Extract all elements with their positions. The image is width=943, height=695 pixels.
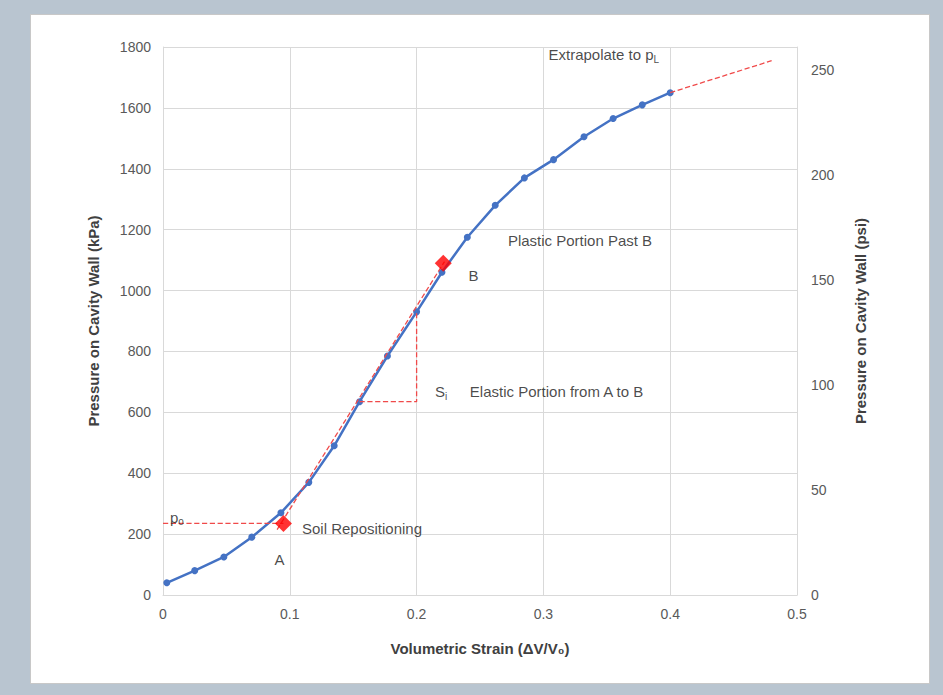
svg-text:Elastic Portion from A to B: Elastic Portion from A to B [470, 383, 643, 400]
svg-text:0.4: 0.4 [660, 606, 680, 622]
svg-text:i: i [445, 391, 447, 402]
svg-text:1200: 1200 [120, 222, 151, 238]
svg-text:100: 100 [811, 377, 835, 393]
svg-text:p: p [170, 509, 178, 526]
svg-text:150: 150 [811, 272, 835, 288]
svg-text:0.3: 0.3 [534, 606, 554, 622]
svg-text:1800: 1800 [120, 39, 151, 55]
svg-text:Pressure on Cavity Wall (kPa): Pressure on Cavity Wall (kPa) [85, 215, 102, 426]
svg-text:400: 400 [128, 465, 152, 481]
svg-text:0: 0 [143, 587, 151, 603]
svg-text:0.2: 0.2 [407, 606, 427, 622]
svg-text:250: 250 [811, 62, 835, 78]
svg-text:0.5: 0.5 [787, 606, 807, 622]
svg-text:o: o [178, 516, 184, 527]
svg-text:800: 800 [128, 343, 152, 359]
svg-text:200: 200 [811, 167, 835, 183]
svg-text:Pressure on Cavity Wall (psi): Pressure on Cavity Wall (psi) [852, 218, 869, 424]
svg-text:1000: 1000 [120, 283, 151, 299]
svg-text:600: 600 [128, 404, 152, 420]
svg-text:B: B [469, 267, 479, 284]
svg-text:Soil Repositioning: Soil Repositioning [302, 520, 422, 537]
svg-text:1400: 1400 [120, 161, 151, 177]
svg-text:200: 200 [128, 526, 152, 542]
svg-text:Plastic Portion Past B: Plastic Portion Past B [508, 232, 652, 249]
svg-text:0: 0 [159, 606, 167, 622]
svg-text:A: A [275, 551, 285, 568]
svg-text:1600: 1600 [120, 100, 151, 116]
svg-text:Volumetric Strain (ΔV/V₀): Volumetric Strain (ΔV/V₀) [391, 640, 570, 657]
svg-text:Extrapolate to p: Extrapolate to p [548, 46, 653, 63]
svg-text:L: L [654, 54, 660, 65]
svg-text:S: S [435, 383, 445, 400]
svg-text:50: 50 [811, 482, 827, 498]
svg-text:0.1: 0.1 [280, 606, 300, 622]
svg-text:0: 0 [811, 587, 819, 603]
